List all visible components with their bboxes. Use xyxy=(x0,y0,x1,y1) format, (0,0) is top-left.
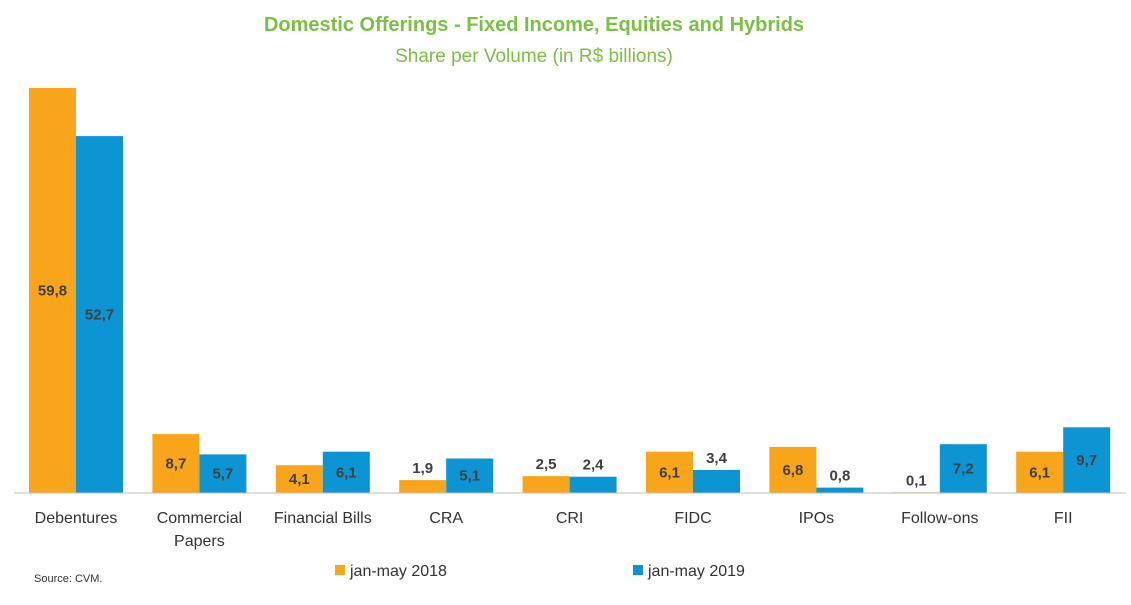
bar-s2-6 xyxy=(693,470,740,493)
value-label-s1-3: 4,1 xyxy=(289,471,310,488)
value-label-s1-7: 6,8 xyxy=(782,462,803,479)
bar-s2-1 xyxy=(76,136,123,493)
category-label-2-line1: Commercial xyxy=(157,510,242,527)
source-note: Source: CVM. xyxy=(34,573,102,585)
category-label-4: CRA xyxy=(429,510,463,527)
bar-s1-4 xyxy=(399,480,447,493)
legend-label-2: jan-may 2019 xyxy=(647,563,745,580)
category-label-8: Follow-ons xyxy=(901,510,978,527)
bar-s1-3 xyxy=(275,465,323,493)
value-label-s1-8: 0,1 xyxy=(906,472,927,489)
category-label-2-line2: Papers xyxy=(174,533,225,550)
bar-labels-group: 59,8 52,7 8,7 5,7 4,1 6,1 1,9 5,1 2,5 2,4 6,1 3,4 6,… xyxy=(38,283,1097,490)
value-label-s2-5: 2,4 xyxy=(583,457,605,474)
value-label-s2-9: 9,7 xyxy=(1076,452,1097,469)
category-label-6: FIDC xyxy=(674,510,711,527)
bar-s2-2 xyxy=(199,454,247,493)
value-label-s1-5: 2,5 xyxy=(536,456,557,473)
value-label-s2-3: 6,1 xyxy=(336,464,357,481)
value-label-s2-4: 5,1 xyxy=(459,468,480,485)
value-label-s2-7: 0,8 xyxy=(829,468,850,485)
bar-s2-3 xyxy=(322,451,370,493)
value-label-s1-9: 6,1 xyxy=(1029,464,1050,481)
value-label-s2-8: 7,2 xyxy=(953,461,974,478)
bar-s2-9 xyxy=(1063,427,1111,493)
bar-s1-9 xyxy=(1016,451,1064,493)
category-label-3: Financial Bills xyxy=(274,510,372,527)
bars-group xyxy=(29,88,1111,493)
bar-s2-4 xyxy=(446,458,494,493)
value-label-s1-4: 1,9 xyxy=(412,460,433,477)
bar-s2-7 xyxy=(816,487,864,493)
legend-swatch-2 xyxy=(633,565,643,575)
legend-label-1: jan-may 2018 xyxy=(349,563,447,580)
value-label-s1-2: 8,7 xyxy=(165,456,186,473)
bar-s2-8 xyxy=(939,444,987,493)
bar-s1-7 xyxy=(769,446,817,493)
bar-s1-6 xyxy=(646,451,693,493)
bar-s1-5 xyxy=(522,476,570,493)
chart-title: Domestic Offerings - Fixed Income, Equit… xyxy=(264,14,804,36)
value-label-s1-6: 6,1 xyxy=(659,464,680,481)
chart-subtitle: Share per Volume (in R$ billions) xyxy=(395,46,673,67)
category-label-7: IPOs xyxy=(799,510,835,527)
category-labels-group: Debentures Commercial Papers Financial Bill… xyxy=(35,510,1073,550)
category-label-1: Debentures xyxy=(35,510,118,527)
value-label-s2-1: 52,7 xyxy=(85,307,114,324)
value-label-s1-1: 59,8 xyxy=(38,283,67,300)
legend-swatch-1 xyxy=(335,565,345,575)
category-label-9: FII xyxy=(1054,510,1073,527)
bar-s1-1 xyxy=(29,88,76,493)
category-label-5: CRI xyxy=(556,510,584,527)
bar-s2-5 xyxy=(569,476,617,493)
value-label-s2-2: 5,7 xyxy=(212,466,233,483)
value-label-s2-6: 3,4 xyxy=(706,450,728,467)
legend: jan-may 2018 jan-may 2019 xyxy=(335,563,745,580)
bar-s1-2 xyxy=(152,434,200,493)
